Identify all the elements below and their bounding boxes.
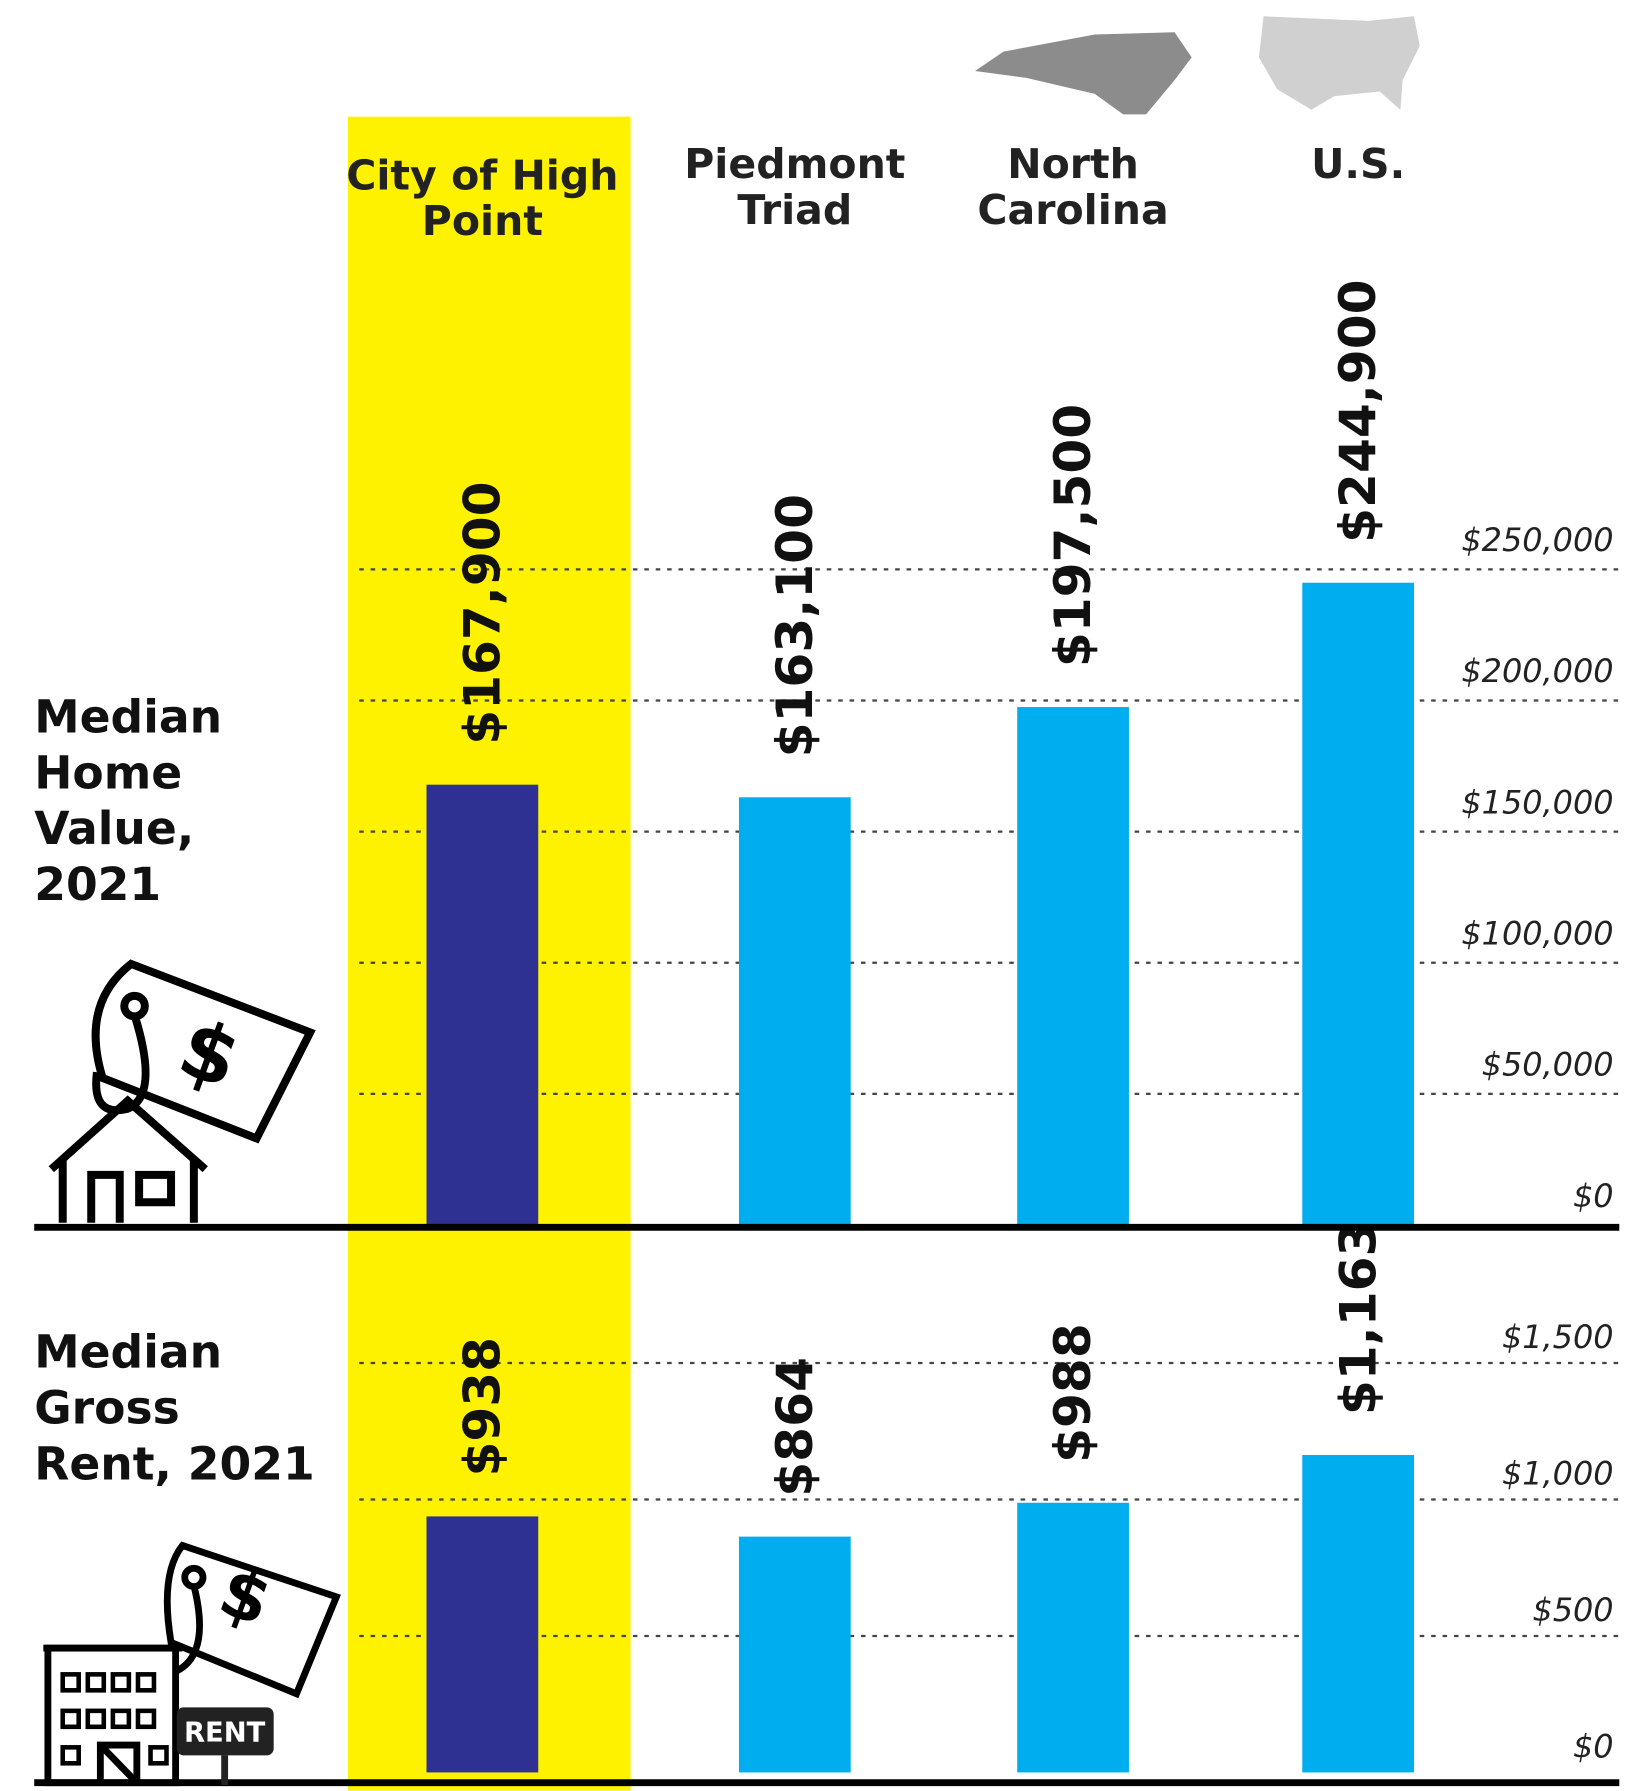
- nc-map: [975, 32, 1192, 115]
- rent-sign: [176, 1707, 274, 1756]
- windows: [60, 1672, 169, 1766]
- category-label-box: Piedmont Triad: [684, 142, 906, 235]
- dollar-icon: $: [167, 1000, 251, 1106]
- value-label: $988: [1043, 1323, 1102, 1463]
- value-label: $938: [452, 1337, 511, 1477]
- category-label: City of High Point: [346, 154, 619, 246]
- category-label: Piedmont Triad: [684, 142, 906, 235]
- category-label-box: City of High Point: [346, 154, 619, 246]
- category-label-box: North Carolina: [977, 142, 1169, 235]
- bar: [738, 1536, 851, 1773]
- building-icon: [43, 1541, 341, 1787]
- y-tick-label: $500: [1532, 1591, 1613, 1629]
- y-tick-label: $150,000: [1461, 783, 1613, 821]
- value-label: $197,500: [1043, 404, 1102, 667]
- chart-title: Median Home Value, 2021: [34, 691, 223, 912]
- value-label: $244,900: [1328, 279, 1387, 542]
- y-tick-label: $50,000: [1482, 1046, 1614, 1084]
- y-tick-label: $200,000: [1461, 652, 1613, 690]
- bar: [426, 1516, 539, 1773]
- chart-title-box: Median Gross Rent, 2021: [34, 1326, 315, 1491]
- bar: [1302, 582, 1415, 1226]
- bar: [426, 784, 539, 1226]
- bar: [1017, 707, 1129, 1226]
- bar: [738, 797, 851, 1226]
- chart-title-box: Median Home Value, 2021: [34, 691, 223, 912]
- bar: [1017, 1502, 1129, 1773]
- y-tick-label: $0: [1573, 1728, 1614, 1766]
- value-label: $1,163: [1328, 1222, 1387, 1416]
- value-label: $864: [765, 1357, 824, 1497]
- y-tick-label: $1,500: [1502, 1318, 1614, 1356]
- category-label: North Carolina: [977, 142, 1169, 235]
- value-label: $163,100: [765, 494, 824, 757]
- y-tick-label: $100,000: [1461, 915, 1613, 953]
- category-label: U.S.: [1311, 142, 1406, 189]
- y-tick-label: $0: [1573, 1177, 1614, 1215]
- chart-title: Median Gross Rent, 2021: [34, 1326, 315, 1491]
- category-label-box: U.S.: [1311, 142, 1406, 189]
- home-icon: [48, 959, 316, 1223]
- y-tick-label: $1,000: [1502, 1455, 1614, 1493]
- rent-sign-text: RENT: [184, 1718, 266, 1749]
- value-label: $167,900: [452, 481, 511, 744]
- us-map: [1258, 16, 1420, 110]
- bar: [1302, 1455, 1415, 1773]
- y-tick-label: $250,000: [1461, 521, 1613, 559]
